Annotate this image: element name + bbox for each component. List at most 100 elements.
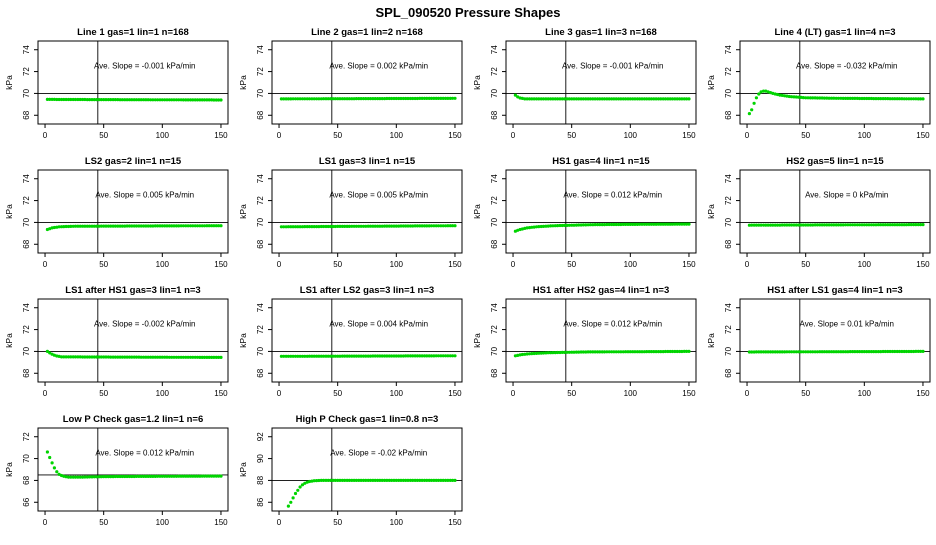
x-tick-label: 0 <box>277 518 282 527</box>
panel-plot: HS1 after HS2 gas=4 lin=1 n=3 0 50 100 150 68… <box>472 285 697 398</box>
x-tick-label: 150 <box>916 131 930 140</box>
x-tick-label: 50 <box>801 131 810 140</box>
data-series <box>279 354 457 358</box>
panel-title: LS1 gas=3 lin=1 n=15 <box>319 156 416 167</box>
data-series <box>45 224 223 232</box>
slope-annotation: Ave. Slope = -0.002 kPa/min <box>94 319 195 328</box>
y-tick-label: 68 <box>22 475 31 484</box>
panel-plot: Line 3 gas=1 lin=3 n=168 0 50 100 150 68 70 72 7… <box>472 27 697 140</box>
x-tick-label: 100 <box>624 260 638 269</box>
y-tick-label: 86 <box>256 497 265 506</box>
y-tick-label: 70 <box>490 88 499 97</box>
plot-box <box>271 427 463 512</box>
plot-box <box>739 169 931 254</box>
data-series <box>45 97 223 102</box>
x-tick-label: 150 <box>214 518 228 527</box>
slope-annotation: Ave. Slope = 0.005 kPa/min <box>95 190 194 199</box>
y-tick-label: 74 <box>490 174 499 183</box>
y-axis-label: kPa <box>706 75 716 90</box>
slope-annotation: Ave. Slope = -0.001 kPa/min <box>562 61 663 70</box>
y-tick-label: 70 <box>490 346 499 355</box>
y-tick-label: 72 <box>724 67 733 76</box>
y-axis-label: kPa <box>4 462 14 477</box>
y-tick-label: 68 <box>724 239 733 248</box>
data-series <box>45 349 223 359</box>
y-tick-label: 70 <box>490 217 499 226</box>
y-tick-label: 74 <box>490 45 499 54</box>
y-axis-label: kPa <box>706 204 716 219</box>
y-tick-label: 72 <box>724 196 733 205</box>
panel-13: Low P Check gas=1.2 lin=1 n=6 0 50 100 150 66… <box>0 411 234 540</box>
panel-1: Line 1 gas=1 lin=1 n=168 0 50 100 150 68 70 72 7… <box>0 24 234 153</box>
y-tick-label: 74 <box>22 45 31 54</box>
panel-plot: HS2 gas=5 lin=1 n=15 0 50 100 150 68 70 72 74 kPa… <box>706 156 931 269</box>
panel-title: HS1 after HS2 gas=4 lin=1 n=3 <box>533 285 670 296</box>
plot-box <box>271 298 463 383</box>
y-tick-label: 72 <box>490 196 499 205</box>
panel-plot: LS2 gas=2 lin=1 n=15 0 50 100 150 68 70 72 74 kPa… <box>4 156 229 269</box>
panel-plot: Line 2 gas=1 lin=2 n=168 0 50 100 150 68 70 72 7… <box>238 27 463 140</box>
y-tick-label: 68 <box>724 368 733 377</box>
x-tick-label: 50 <box>567 131 576 140</box>
y-tick-label: 68 <box>22 239 31 248</box>
x-tick-label: 100 <box>156 518 170 527</box>
y-axis-label: kPa <box>472 204 482 219</box>
data-series <box>747 89 925 116</box>
y-tick-label: 72 <box>22 196 31 205</box>
y-tick-label: 74 <box>22 303 31 312</box>
panel-9: LS1 after HS1 gas=3 lin=1 n=3 0 50 100 150 68… <box>0 282 234 411</box>
y-tick-label: 74 <box>256 174 265 183</box>
x-tick-label: 0 <box>277 260 282 269</box>
x-tick-label: 100 <box>390 260 404 269</box>
y-tick-label: 72 <box>490 67 499 76</box>
x-tick-label: 50 <box>333 389 342 398</box>
x-tick-label: 0 <box>745 389 750 398</box>
plot-box <box>271 40 463 125</box>
panel-title: HS1 after LS1 gas=4 lin=1 n=3 <box>767 285 902 296</box>
x-tick-label: 150 <box>448 518 462 527</box>
x-tick-label: 50 <box>333 260 342 269</box>
x-tick-label: 150 <box>916 260 930 269</box>
panel-2: Line 2 gas=1 lin=2 n=168 0 50 100 150 68 70 72 7… <box>234 24 468 153</box>
panel-title: Low P Check gas=1.2 lin=1 n=6 <box>63 414 204 425</box>
panel-14: High P Check gas=1 lin=0.8 n=3 0 50 100 150 8… <box>234 411 468 540</box>
x-tick-label: 100 <box>156 389 170 398</box>
data-series <box>747 223 925 227</box>
y-axis-label: kPa <box>4 75 14 90</box>
y-tick-label: 68 <box>256 110 265 119</box>
panel-10: LS1 after LS2 gas=3 lin=1 n=3 0 50 100 150 68… <box>234 282 468 411</box>
plot-box <box>37 427 229 512</box>
y-tick-label: 72 <box>724 325 733 334</box>
y-tick-label: 70 <box>724 217 733 226</box>
panel-12: HS1 after LS1 gas=4 lin=1 n=3 0 50 100 150 68… <box>702 282 936 411</box>
x-tick-label: 100 <box>858 131 872 140</box>
plot-box <box>505 298 697 383</box>
y-tick-label: 72 <box>22 432 31 441</box>
x-tick-label: 100 <box>390 131 404 140</box>
x-tick-label: 150 <box>682 389 696 398</box>
plot-box <box>37 40 229 125</box>
y-tick-label: 70 <box>256 88 265 97</box>
y-axis-label: kPa <box>238 75 248 90</box>
y-tick-label: 68 <box>724 110 733 119</box>
y-tick-label: 88 <box>256 475 265 484</box>
slope-annotation: Ave. Slope = -0.001 kPa/min <box>94 61 195 70</box>
x-tick-label: 50 <box>99 389 108 398</box>
panel-5: LS2 gas=2 lin=1 n=15 0 50 100 150 68 70 72 74 kPa… <box>0 153 234 282</box>
panel-title: Line 2 gas=1 lin=2 n=168 <box>311 27 423 38</box>
y-tick-label: 72 <box>490 325 499 334</box>
y-tick-label: 74 <box>724 45 733 54</box>
y-tick-label: 74 <box>724 303 733 312</box>
plot-box <box>505 40 697 125</box>
x-tick-label: 150 <box>214 389 228 398</box>
y-tick-label: 72 <box>256 67 265 76</box>
panel-8: HS2 gas=5 lin=1 n=15 0 50 100 150 68 70 72 74 kPa… <box>702 153 936 282</box>
x-tick-label: 150 <box>214 260 228 269</box>
y-tick-label: 74 <box>22 174 31 183</box>
x-tick-label: 100 <box>156 131 170 140</box>
panel-plot: HS1 gas=4 lin=1 n=15 0 50 100 150 68 70 72 74 kPa… <box>472 156 697 269</box>
plot-box <box>505 169 697 254</box>
panel-3: Line 3 gas=1 lin=3 n=168 0 50 100 150 68 70 72 7… <box>468 24 702 153</box>
plot-box <box>37 169 229 254</box>
plot-box <box>739 40 931 125</box>
